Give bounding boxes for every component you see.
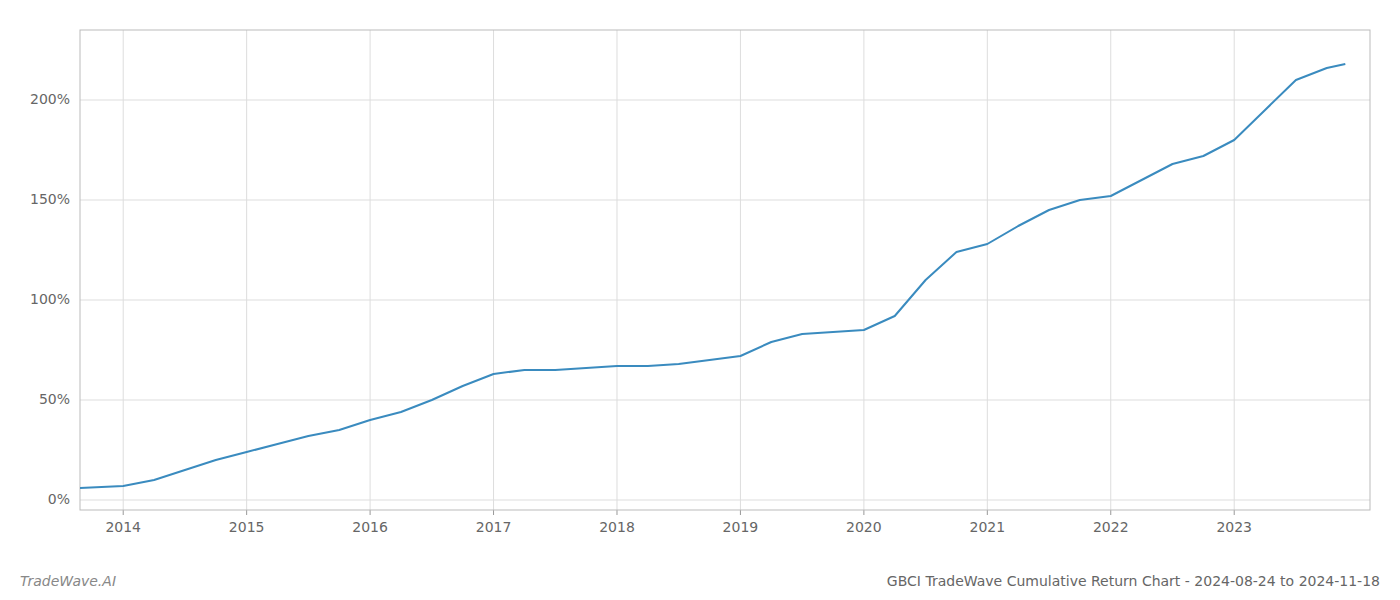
x-tick (1234, 510, 1235, 515)
x-tick (493, 510, 494, 515)
y-tick-label: 100% (30, 291, 70, 307)
x-tick-label: 2020 (846, 519, 882, 535)
y-tick-label: 200% (30, 91, 70, 107)
watermark: TradeWave.AI (20, 573, 116, 589)
x-tick (370, 510, 371, 515)
x-tick-label: 2016 (352, 519, 388, 535)
x-tick-label: 2017 (476, 519, 512, 535)
x-tick (987, 510, 988, 515)
y-grid-line (80, 100, 1370, 101)
x-grid-line (740, 30, 741, 510)
x-tick-label: 2014 (105, 519, 141, 535)
y-grid-line (80, 500, 1370, 501)
x-grid-line (863, 30, 864, 510)
x-grid-line (123, 30, 124, 510)
axes: 0% 50% 100% 150% 200% 2014 2015 2016 2017 2018 201… (30, 30, 1370, 535)
x-tick-label: 2021 (970, 519, 1006, 535)
background (0, 0, 1400, 600)
x-grid-line (616, 30, 617, 510)
x-tick (616, 510, 617, 515)
title: GBCI TradeWave Cumulative Return Chart -… (887, 573, 1380, 589)
x-grid-line (246, 30, 247, 510)
plot-frame (80, 30, 1370, 510)
x-tick-label: 2015 (229, 519, 265, 535)
x-grid-line (493, 30, 494, 510)
chart: 0% 50% 100% 150% 200% 2014 2015 2016 2017 2018 201… (0, 0, 1400, 600)
x-tick-label: 2018 (599, 519, 635, 535)
line (80, 64, 1345, 488)
y-tick-label: 50% (39, 391, 70, 407)
x-grid-line (1110, 30, 1111, 510)
x-tick (246, 510, 247, 515)
x-tick (740, 510, 741, 515)
x-grid-line (1234, 30, 1235, 510)
y-grid-line (80, 300, 1370, 301)
x-grid-line (370, 30, 371, 510)
series (80, 64, 1345, 488)
x-tick (123, 510, 124, 515)
grid (80, 30, 1370, 510)
x-tick-label: 2019 (723, 519, 759, 535)
x-tick-label: 2022 (1093, 519, 1129, 535)
x-tick (863, 510, 864, 515)
x-tick-label: 2023 (1216, 519, 1252, 535)
y-grid-line (80, 200, 1370, 201)
y-tick-label: 0% (48, 491, 70, 507)
y-grid-line (80, 400, 1370, 401)
y-tick-label: 150% (30, 191, 70, 207)
x-grid-line (987, 30, 988, 510)
x-tick (1110, 510, 1111, 515)
